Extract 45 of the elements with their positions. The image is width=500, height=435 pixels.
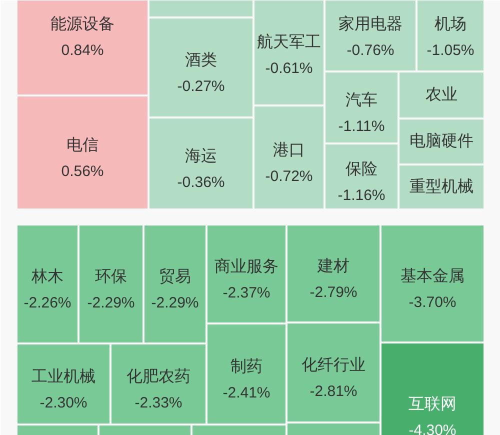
category-label: 林木: [30, 268, 64, 286]
category-label: 酒类: [185, 51, 217, 69]
category-label: 互联网: [408, 395, 456, 413]
category-label: 汽车: [346, 91, 378, 109]
data-label: 0.84%: [61, 42, 104, 59]
category-label: 贸易: [159, 268, 191, 286]
data-label: -0.61%: [265, 60, 313, 77]
data-label: -2.30%: [40, 394, 88, 412]
data-label: -1.16%: [338, 187, 386, 204]
data-label: 0.56%: [61, 163, 104, 180]
category-label: 化纤行业: [302, 356, 366, 374]
category-label: 化肥农药: [126, 368, 190, 386]
data-label: -2.26%: [24, 294, 72, 312]
data-label: -2.33%: [134, 394, 182, 412]
category-label: 保险: [346, 161, 378, 178]
data-label: -2.29%: [151, 294, 199, 312]
data-label: -4.30%: [408, 422, 456, 435]
category-label: 建材: [316, 257, 350, 275]
category-label: 电信: [66, 136, 98, 154]
data-label: -2.79%: [310, 284, 358, 301]
category-label: 海运: [185, 147, 217, 165]
data-label: -0.36%: [177, 174, 225, 191]
category-label: 电脑硬件: [410, 132, 474, 150]
category-label: 家用电器: [338, 15, 402, 33]
data-label: -2.37%: [222, 284, 270, 302]
data-label: -0.27%: [177, 78, 225, 95]
category-label: 基本金属: [400, 267, 464, 285]
category-label: 重型机械: [410, 178, 474, 196]
category-label: 机场: [434, 15, 466, 33]
category-label: 航天军工: [257, 33, 321, 51]
category-label: 农业: [426, 86, 458, 104]
data-label: -0.76%: [346, 42, 394, 59]
data-label: -2.29%: [87, 294, 135, 312]
category-label: 商业服务: [214, 258, 278, 276]
category-label: 制药: [230, 358, 262, 376]
data-label: -1.05%: [426, 42, 474, 59]
data-label: -0.72%: [265, 168, 313, 185]
data-label: -2.41%: [222, 384, 270, 402]
category-label: 港口: [273, 141, 305, 159]
data-label: -2.81%: [310, 383, 358, 400]
category-label: 环保: [95, 268, 127, 286]
data-label: -3.70%: [408, 294, 456, 311]
data-label: -1.11%: [338, 118, 385, 135]
category-label: 工业机械: [32, 368, 96, 386]
category-label: 能源设备: [50, 15, 114, 33]
